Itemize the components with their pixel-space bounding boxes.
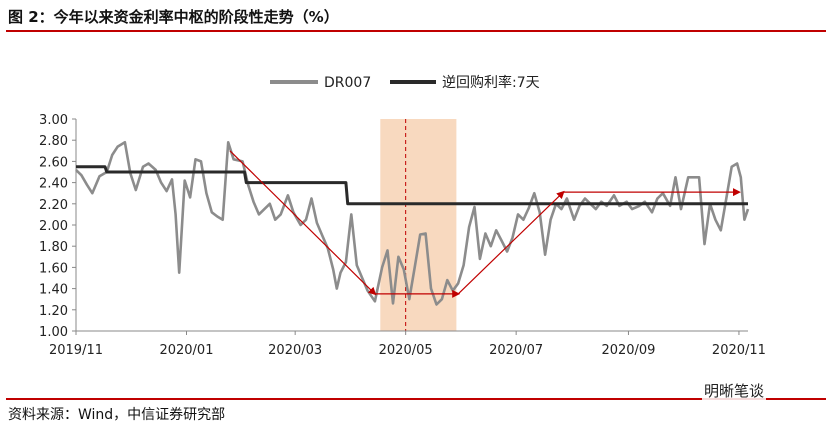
- x-tick-label: 2020/09: [601, 343, 655, 358]
- x-tick-label: 2020/11: [712, 343, 766, 358]
- series-line-reverse-repo: [76, 165, 748, 206]
- footer-divider: [6, 398, 826, 400]
- y-tick-label: 3.00: [39, 113, 68, 128]
- legend-label-reverse-repo: 逆回购利率:7天: [442, 74, 540, 91]
- watermark-text: 明晰笔谈: [702, 380, 767, 401]
- y-tick-label: 1.60: [39, 261, 68, 276]
- y-tick-label: 1.20: [39, 304, 68, 319]
- x-tick-label: 2019/11: [49, 343, 103, 358]
- trend-arrow-1: [229, 150, 377, 296]
- x-tick-label: 2020/03: [268, 343, 322, 358]
- y-tick-label: 2.80: [39, 134, 68, 149]
- chart-legend: DR007 逆回购利率:7天: [270, 74, 540, 91]
- y-tick-label: 2.20: [39, 198, 68, 213]
- series-line-dr007: [75, 141, 750, 306]
- chart-annotations: [229, 150, 741, 298]
- x-tick-label: 2020/01: [159, 343, 213, 358]
- x-tick-label: 2020/07: [489, 343, 543, 358]
- y-tick-label: 1.40: [39, 283, 68, 298]
- legend-label-dr007: DR007: [324, 75, 371, 91]
- x-tick-label: 2020/05: [379, 343, 433, 358]
- y-tick-label: 2.60: [39, 155, 68, 170]
- chart-axes: 3.00 2.80 2.60 2.40 2.20 2.00 1.80 1.60 1.40 1.20…: [39, 113, 766, 358]
- y-tick-label: 1.80: [39, 240, 68, 255]
- y-tick-label: 2.40: [39, 177, 68, 192]
- chart-title: 图 2：今年以来资金利率中枢的阶段性走势（%）: [8, 8, 339, 26]
- line-chart: 3.00 2.80 2.60 2.40 2.20 2.00 1.80 1.60 1.40 1.20…: [39, 74, 766, 358]
- title-divider: [6, 30, 826, 32]
- source-note: 资料来源：Wind，中信证券研究部: [8, 407, 226, 423]
- trend-arrow-3: [457, 190, 565, 295]
- y-tick-label: 2.00: [39, 219, 68, 234]
- chart-series: [75, 141, 750, 306]
- y-tick-label: 1.00: [39, 325, 68, 340]
